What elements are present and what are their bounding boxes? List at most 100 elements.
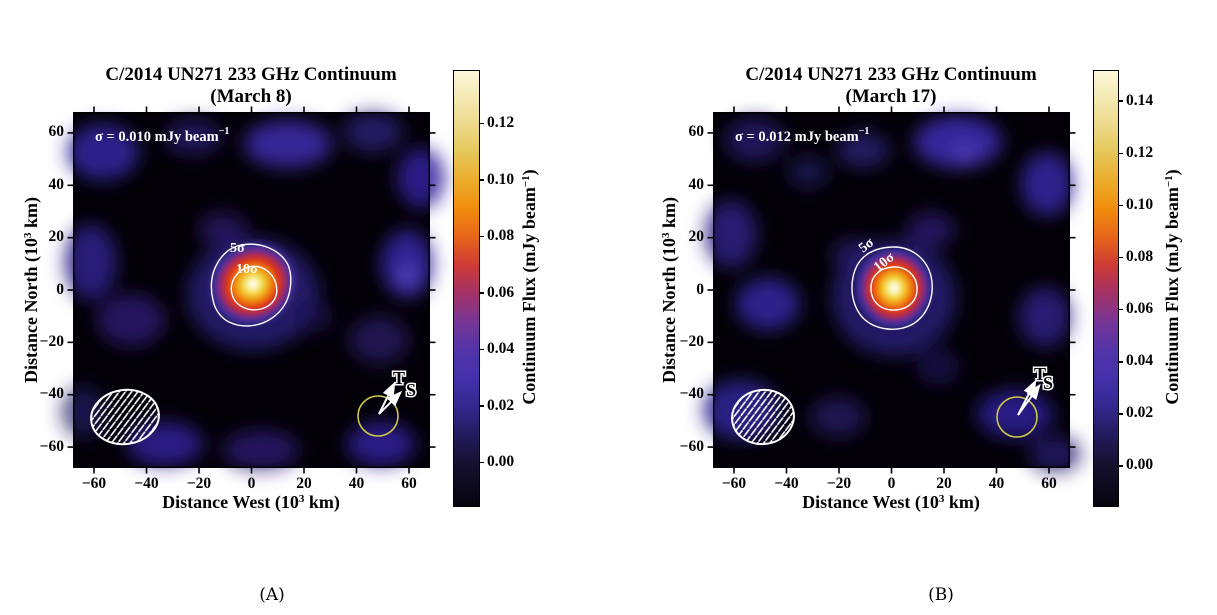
x-label-text-post: km) bbox=[944, 492, 980, 512]
colorbar-tick-mark bbox=[1118, 100, 1123, 103]
panel-b-title-line1: C/2014 UN271 233 GHz Continuum bbox=[745, 64, 1037, 85]
colorbar-tick-label: 0.14 bbox=[1126, 91, 1154, 109]
contour-10-sigma-label: 10σ bbox=[236, 262, 258, 277]
colorbar-tick-mark bbox=[1118, 204, 1123, 207]
y-tick-label: −20 bbox=[679, 332, 704, 350]
colorbar-tick-mark bbox=[479, 405, 484, 407]
noise-sigma-text: σ = 0.012 mJy beam bbox=[735, 129, 859, 145]
trail-arrow-label: T bbox=[1034, 364, 1046, 384]
y-tick-label: 20 bbox=[688, 228, 705, 246]
sun-arrow-label: S bbox=[1043, 373, 1053, 393]
axis-tick-marks bbox=[67, 106, 436, 474]
y-tick-label: 40 bbox=[48, 175, 65, 193]
panel-a-colorbar bbox=[453, 70, 480, 507]
colorbar-tick-mark bbox=[1118, 152, 1123, 155]
x-label-text: Distance West (10 bbox=[802, 492, 939, 512]
colorbar-tick-mark bbox=[1118, 465, 1123, 467]
x-tick-label: 40 bbox=[348, 475, 365, 492]
y-label-text: Distance North (10 bbox=[659, 238, 679, 383]
heatmap-panel-a: 5σ 10σ σ = 0.010 mJy beam−1 T S bbox=[61, 106, 445, 474]
colorbar-tick-mark bbox=[1118, 360, 1123, 363]
panel-b-title-line2: (March 17) bbox=[845, 85, 937, 107]
x-tick-label: −40 bbox=[774, 475, 799, 492]
colorbar-tick-label: 0.06 bbox=[1126, 300, 1154, 318]
colorbar-tick-mark bbox=[479, 292, 484, 294]
colorbar-tick-label: 0.04 bbox=[487, 340, 515, 358]
x-tick-label: 60 bbox=[401, 475, 417, 492]
x-tick-label: 0 bbox=[887, 475, 896, 492]
colorbar-tick-mark bbox=[1118, 256, 1123, 259]
contour-10-sigma bbox=[870, 266, 918, 311]
panel-b-x-axis-label: Distance West (103 km) bbox=[711, 492, 1071, 513]
colorbar-label-text: Continuum Flux (mJy beam bbox=[519, 187, 539, 405]
colorbar-label-superscript: −1 bbox=[1163, 175, 1175, 188]
direction-reference-circle bbox=[357, 395, 399, 437]
noise-blobs bbox=[61, 112, 445, 470]
panel-a-x-axis-label: Distance West (103 km) bbox=[71, 492, 431, 513]
colorbar-tick-label: 0.00 bbox=[487, 453, 515, 471]
x-label-text-post: km) bbox=[304, 492, 340, 512]
x-tick-label: 40 bbox=[988, 475, 1005, 492]
caption-a: (A) bbox=[259, 585, 285, 605]
continuum-source bbox=[203, 237, 303, 331]
y-tick-label: −40 bbox=[679, 385, 704, 403]
x-label-text: Distance West (10 bbox=[162, 492, 299, 512]
contour-5-sigma bbox=[851, 246, 933, 330]
panel-b-colorbar-label: Continuum Flux (mJy beam−1) bbox=[1160, 127, 1184, 447]
axis-tick-marks bbox=[707, 106, 1076, 474]
colorbar-label-text: Continuum Flux (mJy beam bbox=[1162, 187, 1182, 405]
y-label-text: Distance North (10 bbox=[21, 238, 41, 383]
colorbar-tick-mark bbox=[1118, 413, 1123, 415]
colorbar-tick-mark bbox=[479, 179, 484, 181]
noise-sigma-superscript: −1 bbox=[859, 126, 870, 137]
panel-a-title: C/2014 UN271 233 GHz Continuum (March 8) bbox=[71, 64, 431, 107]
x-tick-label: 20 bbox=[296, 475, 312, 492]
colorbar-tick-label: 0.10 bbox=[487, 170, 515, 188]
panel-a-title-line1: C/2014 UN271 233 GHz Continuum bbox=[105, 64, 397, 85]
trail-arrow-label: T bbox=[393, 368, 405, 388]
beam-ellipse bbox=[731, 388, 795, 446]
y-tick-label: 0 bbox=[56, 280, 64, 298]
colorbar-tick-label: 0.08 bbox=[487, 227, 515, 245]
noise-sigma-text: σ = 0.010 mJy beam bbox=[95, 129, 219, 145]
sun-direction-arrow bbox=[378, 390, 403, 415]
caption-b: (B) bbox=[928, 585, 954, 605]
noise-sigma-superscript: −1 bbox=[219, 126, 230, 137]
colorbar-label-superscript: −1 bbox=[520, 175, 532, 188]
colorbar-tick-label: 0.00 bbox=[1126, 456, 1154, 474]
x-tick-label: −40 bbox=[134, 475, 159, 492]
y-tick-label: 20 bbox=[48, 228, 65, 246]
colorbar-tick-mark bbox=[1118, 308, 1123, 311]
continuum-source bbox=[851, 243, 937, 333]
colorbar-tick-label: 0.04 bbox=[1126, 352, 1154, 370]
y-tick-label: −20 bbox=[39, 332, 64, 350]
colorbar-tick-label: 0.08 bbox=[1126, 248, 1154, 266]
sun-direction-arrow bbox=[1017, 383, 1041, 416]
x-tick-label: −60 bbox=[81, 475, 107, 492]
x-tick-label: 60 bbox=[1041, 475, 1057, 492]
plot-frame bbox=[713, 112, 1070, 468]
y-tick-label: −40 bbox=[39, 385, 64, 403]
colorbar-tick-label: 0.02 bbox=[1126, 404, 1154, 422]
panel-b-colorbar bbox=[1093, 70, 1119, 507]
y-tick-label: 40 bbox=[688, 175, 705, 193]
panel-a-title-line2: (March 8) bbox=[210, 85, 292, 107]
colorbar-tick-mark bbox=[479, 122, 484, 125]
y-tick-label: −60 bbox=[679, 437, 704, 455]
x-tick-label: −60 bbox=[721, 475, 747, 492]
contour-10-sigma bbox=[230, 265, 278, 311]
x-label-superscript: 3 bbox=[298, 493, 305, 505]
contour-5-sigma bbox=[210, 243, 292, 327]
x-tick-label: −20 bbox=[186, 475, 212, 492]
noise-sigma-annotation: σ = 0.012 mJy beam−1 bbox=[735, 126, 869, 145]
y-tick-label: 0 bbox=[696, 280, 704, 298]
colorbar-tick-mark bbox=[479, 235, 484, 238]
x-tick-label: 20 bbox=[936, 475, 952, 492]
colorbar-tick-label: 0.02 bbox=[487, 396, 515, 414]
y-tick-label: 60 bbox=[48, 123, 65, 141]
y-tick-label: 60 bbox=[688, 123, 705, 141]
beam-ellipse bbox=[90, 388, 160, 446]
plot-frame bbox=[73, 112, 430, 468]
direction-reference-circle bbox=[996, 396, 1038, 438]
